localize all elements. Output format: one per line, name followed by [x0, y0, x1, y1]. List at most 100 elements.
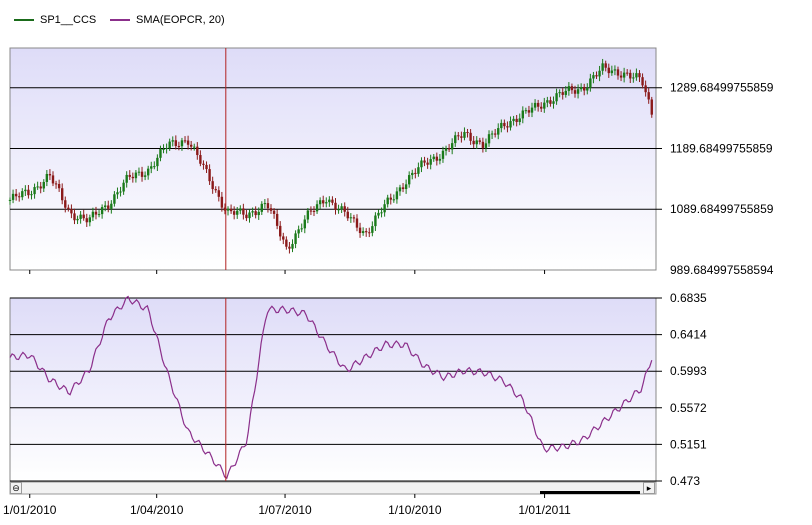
- candle-body: [180, 140, 184, 147]
- candle-body: [150, 166, 153, 169]
- candle-body: [110, 203, 113, 209]
- scroll-left-button[interactable]: ⊖: [10, 482, 22, 494]
- sma-series-line: [9, 295, 653, 480]
- price-candle: [236, 206, 239, 219]
- candle-body: [404, 184, 408, 190]
- price-candle: [82, 209, 85, 221]
- candle-body: [193, 146, 196, 148]
- scroll-right-button[interactable]: ▸: [643, 482, 655, 494]
- sma-y-tick-label: 0.473: [670, 474, 700, 488]
- candle-body: [564, 90, 567, 95]
- candle-body: [214, 189, 217, 191]
- legend-swatch-price: [14, 19, 34, 22]
- candle-body: [334, 202, 337, 210]
- candle-body: [186, 140, 190, 145]
- candle-body: [45, 173, 49, 182]
- price-candle: [573, 85, 577, 98]
- price-candle: [484, 138, 488, 153]
- candle-body: [107, 205, 110, 209]
- price-candle: [536, 99, 540, 112]
- price-candle: [282, 232, 285, 245]
- candle-body: [460, 136, 463, 138]
- price-candle: [242, 203, 245, 220]
- candle-body: [558, 92, 561, 94]
- candle-body: [325, 202, 328, 204]
- candle-body: [239, 208, 242, 211]
- candle-body: [312, 210, 316, 212]
- legend-item-sma: SMA(EOPCR, 20): [110, 14, 225, 26]
- candle-body: [229, 208, 233, 212]
- price-candle: [493, 128, 497, 138]
- candle-body: [18, 196, 21, 198]
- price-candle: [552, 96, 555, 109]
- price-candle: [193, 143, 196, 151]
- x-tick-label: 1/04/2010: [130, 503, 184, 517]
- price-candle: [291, 239, 294, 253]
- price-candle: [414, 168, 417, 179]
- candle-body: [635, 73, 638, 78]
- candle-body: [616, 69, 620, 76]
- legend-label-sma: SMA(EOPCR, 20): [136, 14, 225, 26]
- candle-body: [263, 203, 267, 205]
- candle-body: [199, 155, 202, 164]
- candle-body: [137, 171, 141, 173]
- price-candle: [555, 88, 558, 105]
- candle-body: [79, 214, 82, 219]
- candle-body: [543, 102, 546, 109]
- price-candle: [500, 119, 503, 133]
- price-candle: [407, 171, 411, 188]
- candle-body: [426, 162, 429, 165]
- price-candle: [644, 80, 647, 97]
- price-candle: [54, 180, 58, 189]
- price-candle: [21, 188, 24, 201]
- candle-body: [549, 100, 552, 104]
- price-candle: [404, 179, 408, 194]
- candle-body: [8, 199, 12, 201]
- candle-body: [570, 86, 574, 91]
- price-candle: [107, 200, 110, 213]
- price-candle: [288, 242, 291, 254]
- price-candle: [30, 190, 33, 200]
- price-candle: [583, 83, 586, 96]
- candle-body: [205, 164, 208, 170]
- price-candle: [398, 184, 402, 196]
- price-candle: [561, 88, 564, 100]
- candle-body: [583, 86, 586, 91]
- candle-body: [21, 191, 24, 198]
- candle-body: [632, 77, 635, 79]
- candle-body: [340, 206, 343, 210]
- candle-body: [469, 132, 472, 141]
- candle-body: [395, 191, 399, 200]
- price-candle: [24, 185, 27, 196]
- price-candle: [79, 211, 82, 224]
- candle-body: [300, 228, 303, 230]
- candle-body: [567, 86, 571, 91]
- candle-body: [94, 211, 98, 215]
- price-candle: [97, 210, 101, 218]
- candle-body: [202, 163, 205, 165]
- price-candle: [515, 114, 518, 127]
- price-candle: [8, 197, 12, 205]
- price-candle: [174, 135, 178, 150]
- price-candle: [374, 212, 377, 231]
- candle-body: [54, 183, 58, 185]
- price-candle: [70, 204, 73, 219]
- price-candle: [113, 191, 116, 207]
- price-candle: [607, 63, 610, 78]
- candle-body: [156, 157, 159, 167]
- x-tick-label: 1/10/2010: [388, 503, 442, 517]
- candle-body: [245, 214, 248, 219]
- price-candle: [239, 205, 242, 215]
- price-candle: [438, 154, 442, 165]
- price-candle: [567, 82, 571, 96]
- candle-body: [610, 70, 614, 74]
- price-candle: [380, 207, 383, 218]
- candle-body: [368, 232, 371, 234]
- price-candle: [162, 144, 165, 154]
- candle-body: [64, 200, 67, 208]
- price-candle: [279, 221, 282, 241]
- candle-body: [328, 199, 331, 203]
- candle-body: [125, 174, 128, 183]
- price-candle: [254, 206, 257, 219]
- candle-body: [318, 200, 322, 205]
